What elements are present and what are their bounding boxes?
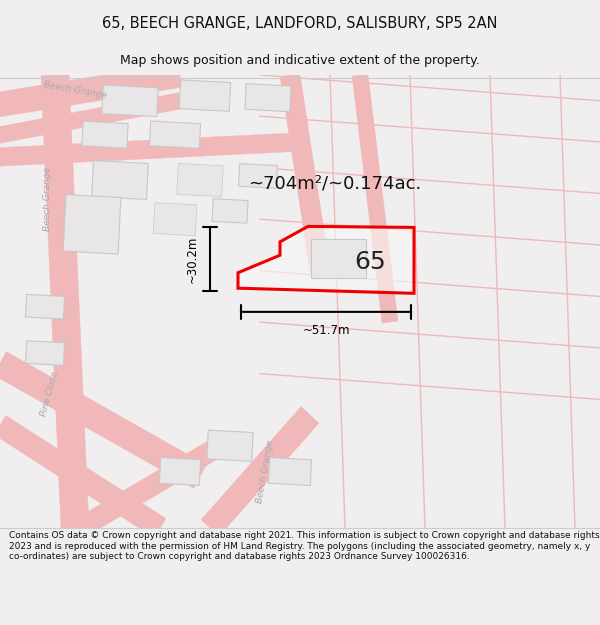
Polygon shape: [149, 121, 200, 148]
Polygon shape: [102, 85, 158, 117]
Text: Pine Close: Pine Close: [40, 371, 61, 418]
Text: ~704m²/~0.174ac.: ~704m²/~0.174ac.: [248, 174, 422, 192]
Text: Map shows position and indicative extent of the property.: Map shows position and indicative extent…: [120, 54, 480, 68]
Polygon shape: [212, 199, 248, 223]
Polygon shape: [238, 226, 414, 293]
Polygon shape: [25, 341, 65, 366]
Polygon shape: [92, 161, 148, 199]
Polygon shape: [160, 458, 200, 486]
Polygon shape: [352, 74, 398, 323]
Polygon shape: [0, 352, 206, 488]
Text: ~51.7m: ~51.7m: [302, 324, 350, 337]
Polygon shape: [0, 132, 301, 167]
Polygon shape: [311, 239, 365, 278]
Text: 65, BEECH GRANGE, LANDFORD, SALISBURY, SP5 2AN: 65, BEECH GRANGE, LANDFORD, SALISBURY, S…: [102, 16, 498, 31]
Polygon shape: [41, 74, 89, 529]
Text: Beech Grange: Beech Grange: [255, 439, 275, 504]
Polygon shape: [179, 80, 230, 111]
Text: Contains OS data © Crown copyright and database right 2021. This information is : Contains OS data © Crown copyright and d…: [9, 531, 599, 561]
Polygon shape: [201, 406, 319, 536]
Polygon shape: [238, 164, 278, 188]
Polygon shape: [0, 62, 182, 118]
Polygon shape: [82, 121, 128, 148]
Polygon shape: [75, 437, 225, 537]
Polygon shape: [0, 92, 181, 145]
Polygon shape: [0, 416, 166, 538]
Polygon shape: [63, 194, 121, 254]
Text: Beech Grange: Beech Grange: [43, 167, 52, 231]
Text: 65: 65: [354, 251, 386, 274]
Text: ~30.2m: ~30.2m: [185, 235, 199, 282]
Polygon shape: [177, 163, 223, 197]
Polygon shape: [25, 294, 65, 319]
Polygon shape: [280, 73, 330, 272]
Polygon shape: [268, 458, 311, 486]
Polygon shape: [245, 84, 291, 112]
Polygon shape: [153, 202, 197, 236]
Text: Beech Grange: Beech Grange: [43, 81, 107, 101]
Polygon shape: [207, 430, 253, 461]
